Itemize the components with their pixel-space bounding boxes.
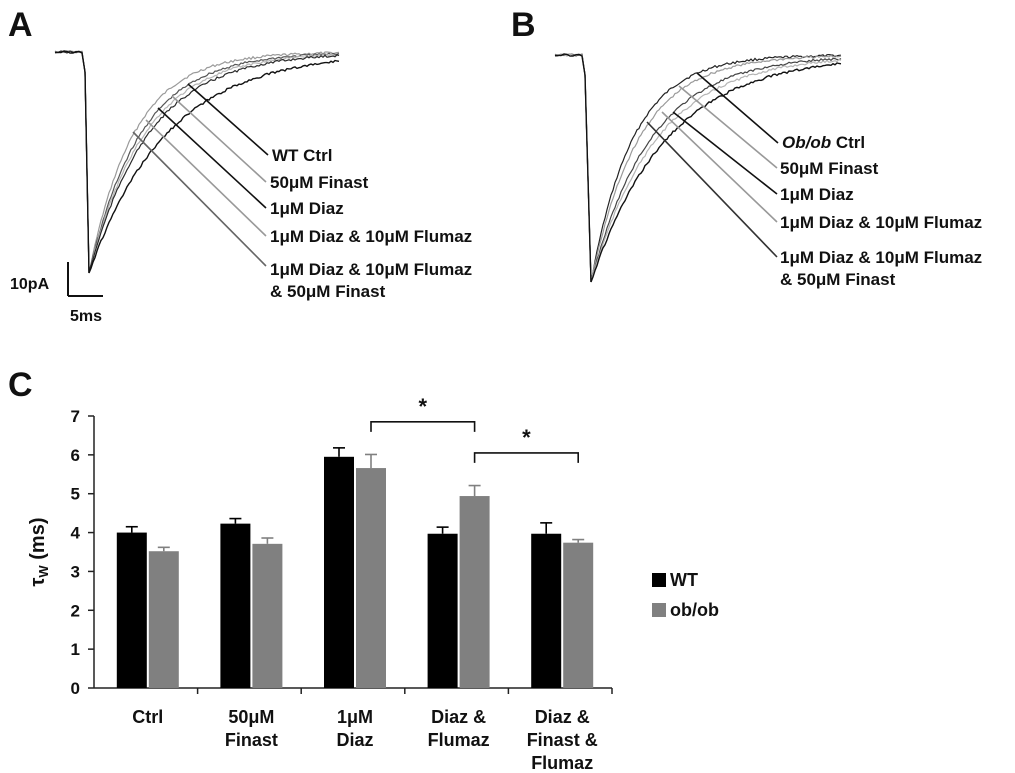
y-axis-title: τW (ms) (27, 517, 51, 586)
bar-obob-1 (148, 551, 179, 688)
bar-WT-4 (427, 533, 458, 688)
y-tick-label: 3 (71, 562, 80, 581)
y-tick-label: 2 (71, 601, 80, 620)
trace-label-diaz-flumaz-finast-line2: & 50μM Finast (270, 282, 386, 301)
legend-label-WT: WT (670, 570, 698, 590)
trace-label-diaz-flumaz-b: 1μM Diaz & 10μM Flumaz (780, 213, 982, 232)
x-tick-label: Diaz & (431, 707, 486, 727)
trace-label-obob-ctrl-italic: Ob/ob (782, 133, 831, 152)
legend-swatch-obob (652, 603, 666, 617)
panel-a-leader-lines (132, 83, 269, 267)
y-axis-title-subscript: W (36, 565, 51, 578)
bar-obob-4 (459, 496, 490, 688)
trace-label-diaz: 1μM Diaz (270, 199, 344, 218)
panel-a-leader-5 (132, 131, 267, 267)
y-tick-label: 4 (71, 524, 81, 543)
y-tick-label: 0 (71, 679, 80, 698)
panel-b-leader-lines (646, 72, 779, 258)
y-axis-title-unit: (ms) (27, 517, 49, 565)
panel-b-leader-5 (646, 121, 778, 258)
x-tick-label: Ctrl (132, 707, 163, 727)
panel-a-leader-2 (171, 95, 267, 183)
bar-WT-3 (324, 456, 354, 688)
y-tick-label: 1 (71, 640, 80, 659)
panel-a-leader-4 (145, 119, 267, 237)
legend: WT ob/ob (652, 570, 719, 620)
trace-label-diaz-flumaz-finast-b: 1μM Diaz & 10μM Flumaz (780, 248, 982, 267)
x-tick-label: Finast & (527, 730, 598, 750)
panel-a-trace-4 (54, 50, 340, 274)
x-tick-label: Diaz & (535, 707, 590, 727)
scale-bar-current-label: 10pA (10, 276, 50, 293)
trace-label-diaz-flumaz: 1μM Diaz & 10μM Flumaz (270, 227, 472, 246)
bar-obob-2 (252, 543, 283, 688)
panel-a-trace-2 (54, 50, 340, 274)
significance-bracket (370, 421, 476, 432)
panel-b-trace-5 (554, 53, 842, 283)
panel-b-traces (554, 53, 842, 283)
panel-b-trace-3 (554, 53, 842, 283)
significance-marker: * (522, 425, 531, 450)
significance-marker: * (419, 394, 428, 419)
legend-swatch-WT (652, 573, 666, 587)
y-tick-label: 7 (71, 407, 80, 426)
panel-a-leader-1 (187, 83, 269, 156)
panel-b-leader-1 (696, 72, 779, 144)
panel-a-letter: A (8, 6, 33, 44)
x-tick-label: 1μM (337, 707, 373, 727)
trace-label-finast-b: 50μM Finast (780, 159, 879, 178)
panel-a: A WT Ctrl 50μM Finast 1μM Diaz 1μM Diaz … (8, 6, 472, 325)
panel-b-leader-3 (672, 111, 778, 195)
bar-obob-3 (356, 468, 386, 688)
x-tick-label: Diaz (336, 730, 373, 750)
trace-label-diaz-flumaz-finast-b-line2: & 50μM Finast (780, 270, 896, 289)
panel-b-leader-4 (661, 111, 778, 223)
trace-label-obob-ctrl-rest: Ctrl (831, 133, 865, 152)
panel-b-trace-4 (554, 53, 842, 283)
legend-label-obob: ob/ob (670, 600, 719, 620)
trace-label-diaz-flumaz-finast: 1μM Diaz & 10μM Flumaz (270, 260, 472, 279)
bar-WT-1 (116, 532, 147, 688)
x-tick-label: Finast (225, 730, 278, 750)
y-tick-label: 6 (71, 446, 80, 465)
panel-b-trace-2 (554, 53, 842, 283)
trace-label-diaz-b: 1μM Diaz (780, 185, 854, 204)
trace-label-wt-ctrl: WT Ctrl (272, 146, 332, 165)
panel-a-trace-3 (54, 50, 340, 274)
panel-c: C τW (ms) 0 1 2 3 4 5 6 7 Ctrl 50μM Finast 1μM Diaz D… (8, 366, 719, 773)
bar-WT-5 (531, 533, 562, 688)
y-axis-title-symbol: τ (27, 578, 49, 587)
scale-bar-time-label: 5ms (70, 308, 102, 325)
panel-c-letter: C (8, 366, 33, 404)
y-tick-label: 5 (71, 485, 80, 504)
x-tick-label: 50μM (228, 707, 274, 727)
panel-b: B Ob/ob Ctrl 50μM Finast 1μM Diaz 1μM Di… (511, 6, 982, 289)
panel-b-letter: B (511, 6, 536, 44)
bar-WT-2 (220, 523, 251, 688)
bar-obob-5 (563, 542, 594, 688)
x-tick-label: Flumaz (428, 730, 490, 750)
panel-b-trace-1 (555, 53, 842, 283)
x-tick-label: Flumaz (531, 753, 593, 773)
panel-a-trace-1 (55, 50, 340, 274)
panel-a-traces (54, 50, 340, 274)
panel-b-leader-2 (678, 85, 778, 169)
trace-label-finast: 50μM Finast (270, 173, 369, 192)
panel-a-leader-3 (157, 107, 267, 209)
significance-bracket (473, 452, 579, 463)
scale-bar: 10pA 5ms (10, 262, 103, 325)
trace-label-obob-ctrl: Ob/ob Ctrl (782, 133, 865, 152)
panel-a-trace-5 (54, 50, 340, 274)
bar-chart: 0 1 2 3 4 5 6 7 Ctrl 50μM Finast 1μM Diaz Diaz & Fluma… (71, 394, 613, 773)
